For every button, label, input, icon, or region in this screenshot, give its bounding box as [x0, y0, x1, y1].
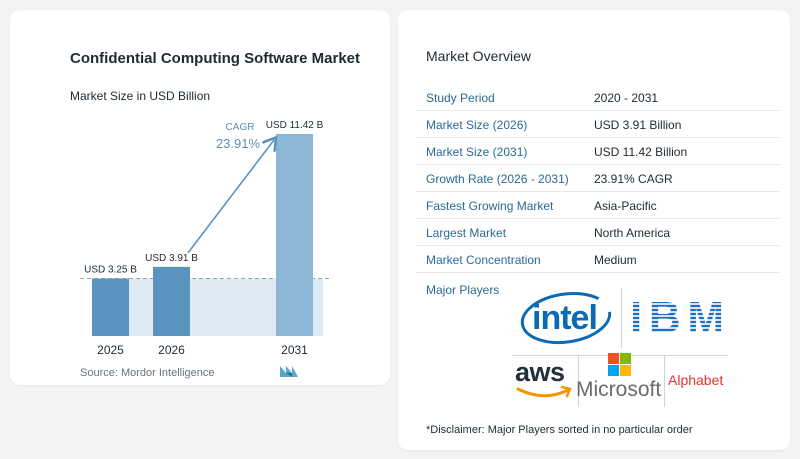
- microsoft-logo-text: Microsoft: [576, 378, 662, 401]
- overview-row: Market Concentration Medium: [416, 246, 780, 273]
- x-tick-2025: 2025: [97, 343, 124, 357]
- cagr-value: 23.91%: [216, 136, 261, 151]
- ibm-stripe: [628, 307, 726, 309]
- overview-row-label: Market Concentration: [426, 253, 541, 267]
- ibm-stripe: [628, 327, 726, 329]
- bar-2031: [276, 134, 313, 336]
- overview-row: Market Size (2031) USD 11.42 Billion: [416, 138, 780, 165]
- ibm-stripe: [628, 311, 726, 313]
- overview-row-value: USD 3.91 Billion: [594, 118, 682, 132]
- logo-divider: [621, 288, 622, 348]
- overview-row-label: Market Size (2026): [426, 118, 528, 132]
- source-text: Source: Mordor Intelligence: [80, 367, 215, 379]
- overview-row: Study Period 2020 - 2031: [416, 84, 780, 111]
- aws-logo-text: aws: [515, 357, 565, 387]
- overview-row-label: Fastest Growing Market: [426, 199, 554, 213]
- ibm-logo-icon: IBM: [628, 294, 726, 338]
- ibm-stripe: [628, 331, 726, 333]
- overview-row: Growth Rate (2026 - 2031) 23.91% CAGR: [416, 165, 780, 192]
- overview-row: Largest Market North America: [416, 219, 780, 246]
- ibm-stripe: [628, 315, 726, 317]
- x-tick-2026: 2026: [158, 343, 185, 357]
- intel-logo-text: intel: [532, 299, 598, 337]
- overview-row-value: North America: [594, 226, 671, 240]
- alphabet-logo-text: Alphabet: [668, 372, 724, 388]
- bar-2025: [92, 278, 129, 336]
- overview-row: Fastest Growing Market Asia-Pacific: [416, 192, 780, 219]
- mordor-logo-icon: [280, 366, 298, 377]
- bar-chart: USD 3.25 B 2025 USD 3.91 B 2026 USD 11.42 B 2…: [80, 120, 330, 357]
- overview-row-label: Study Period: [426, 91, 495, 105]
- overview-row-label: Largest Market: [426, 226, 507, 240]
- overview-row-value: 23.91% CAGR: [594, 172, 673, 186]
- cagr-arrow: [187, 140, 274, 254]
- bar-2026: [153, 266, 190, 336]
- ibm-stripe: [628, 323, 726, 325]
- ibm-stripe: [628, 303, 726, 305]
- overview-row-value: 2020 - 2031: [594, 91, 659, 105]
- overview-title: Market Overview: [426, 48, 532, 64]
- major-players-label: Major Players: [426, 283, 500, 297]
- overview-card: [398, 10, 790, 450]
- logo-divider: [578, 355, 579, 407]
- overview-row-value: USD 11.42 Billion: [594, 145, 688, 159]
- cagr-label: CAGR: [226, 122, 255, 133]
- ibm-stripe: [628, 319, 726, 321]
- chart-subtitle: Market Size in USD Billion: [70, 89, 211, 103]
- intel-logo-icon: [520, 291, 612, 345]
- data-label-2026: USD 3.91 B: [145, 253, 198, 264]
- data-label-2025: USD 3.25 B: [84, 265, 137, 276]
- overview-row-value: Medium: [594, 253, 637, 267]
- microsoft-logo-icon: [608, 353, 631, 376]
- overview-row-label: Market Size (2031): [426, 145, 528, 159]
- x-tick-2031: 2031: [281, 343, 308, 357]
- logo-divider: [664, 355, 665, 407]
- data-label-2031: USD 11.42 B: [266, 120, 324, 131]
- aws-smile-icon: [516, 385, 572, 398]
- chart-title: Confidential Computing Software Market: [70, 50, 361, 67]
- overview-row: Market Size (2026) USD 3.91 Billion: [416, 111, 780, 138]
- overview-row-label: Growth Rate (2026 - 2031): [426, 172, 569, 186]
- overview-row-value: Asia-Pacific: [594, 199, 657, 213]
- disclaimer-text: *Disclaimer: Major Players sorted in no …: [426, 424, 693, 436]
